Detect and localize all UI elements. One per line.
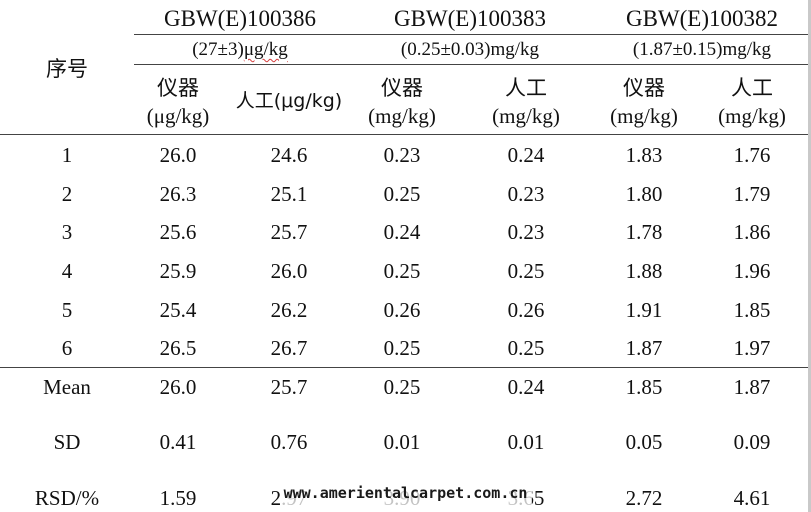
table-cell: 0.26: [383, 298, 421, 322]
table-cell: 25.7: [270, 375, 308, 399]
table-cell: 1.83: [625, 143, 663, 167]
standard-2-title: GBW(E)100383: [393, 6, 547, 31]
table-cell: 1.91: [625, 298, 663, 322]
table-cell: 0.25: [507, 259, 545, 283]
table-cell: 25.9: [159, 259, 197, 283]
table-cell: 26.0: [270, 259, 308, 283]
table-cell: 26.7: [270, 336, 308, 360]
stat-label: SD: [53, 430, 81, 454]
table-cell: 1.76: [733, 143, 771, 167]
standard-1-concentration: (27±3)μg/kg: [134, 38, 346, 62]
table-cell: 1.97: [733, 336, 771, 360]
table-cell: 24.6: [270, 143, 308, 167]
table-cell: 0.05: [625, 430, 663, 454]
subheader-3-line1: 仪器: [381, 76, 423, 100]
table-cell: 26.3: [159, 182, 197, 206]
table-cell: 0.23: [507, 182, 545, 206]
subheader-6-line2: (mg/kg): [718, 104, 786, 128]
table-cell: 0.23: [383, 143, 421, 167]
subheader-1-line1: 仪器: [157, 76, 199, 100]
row-index: 1: [61, 143, 73, 167]
header-rule-1: [134, 34, 808, 35]
index-header: 序号: [46, 57, 88, 81]
table-cell: 0.24: [507, 143, 545, 167]
row-index: 3: [61, 220, 73, 244]
standard-3-concentration: (1.87±0.15)mg/kg: [632, 39, 772, 60]
table-cell: 0.24: [507, 375, 545, 399]
table-cell: 1.85: [733, 298, 771, 322]
row-index: 5: [61, 298, 73, 322]
table-cell: 25.4: [159, 298, 197, 322]
table-cell: 1.96: [733, 259, 771, 283]
subheader-4-line1: 人工: [505, 76, 547, 100]
site-watermark: www.amerientalcarpet.com.cn: [283, 484, 528, 502]
table-cell: 26.0: [159, 143, 197, 167]
table-cell: 26.0: [159, 375, 197, 399]
subheader-2-line1: 人工(μg/kg): [235, 90, 343, 112]
standard-1-title: GBW(E)100386: [163, 6, 317, 31]
right-edge-border: [808, 0, 811, 512]
table-cell: 0.76: [270, 430, 308, 454]
table-cell: 1.79: [733, 182, 771, 206]
table-cell: 2.72: [625, 486, 663, 510]
table-cell: 1.87: [625, 336, 663, 360]
table-cell: 0.23: [507, 220, 545, 244]
row-index: 4: [61, 259, 73, 283]
stat-label: RSD/%: [34, 486, 100, 510]
standard-2-concentration: (0.25±0.03)mg/kg: [400, 39, 540, 60]
table-cell: 4.61: [733, 486, 771, 510]
table-cell: 1.80: [625, 182, 663, 206]
table-cell: 1.86: [733, 220, 771, 244]
row-index: 6: [61, 336, 73, 360]
table-cell: 1.87: [733, 375, 771, 399]
table-cell: 25.7: [270, 220, 308, 244]
table-cell: 0.25: [383, 336, 421, 360]
subheader-4-line2: (mg/kg): [492, 104, 560, 128]
watermark-background: [282, 484, 532, 506]
table-cell: 1.88: [625, 259, 663, 283]
subheader-5-line1: 仪器: [623, 76, 665, 100]
header-bottom-rule: [0, 134, 808, 135]
standard-1-conc-value: (27±3): [192, 39, 244, 60]
subheader-5-line2: (mg/kg): [610, 104, 678, 128]
standard-3-title: GBW(E)100382: [625, 6, 779, 31]
subheader-1-line2: (μg/kg): [146, 104, 210, 128]
table-cell: 0.01: [507, 430, 545, 454]
table-cell: 0.25: [383, 375, 421, 399]
table-cell: 0.01: [383, 430, 421, 454]
table-cell: 0.25: [507, 336, 545, 360]
table-cell: 25.1: [270, 182, 308, 206]
table-cell: 26.5: [159, 336, 197, 360]
table-cell: 0.25: [383, 182, 421, 206]
table-cell: 25.6: [159, 220, 197, 244]
stats-rule: [0, 367, 808, 368]
table-cell: 1.78: [625, 220, 663, 244]
table-cell: 0.25: [383, 259, 421, 283]
row-index: 2: [61, 182, 73, 206]
table-cell: 0.26: [507, 298, 545, 322]
standard-1-conc-unit: μg/kg: [243, 39, 288, 60]
table-cell: 26.2: [270, 298, 308, 322]
header-rule-2: [134, 64, 808, 65]
table-cell: 0.24: [383, 220, 421, 244]
table-cell: 1.85: [625, 375, 663, 399]
subheader-3-line2: (mg/kg): [368, 104, 436, 128]
table-cell: 1.59: [159, 486, 197, 510]
table-cell: 0.41: [159, 430, 197, 454]
table-cell: 0.09: [733, 430, 771, 454]
subheader-6-line1: 人工: [731, 76, 773, 100]
stat-label: Mean: [43, 375, 91, 399]
